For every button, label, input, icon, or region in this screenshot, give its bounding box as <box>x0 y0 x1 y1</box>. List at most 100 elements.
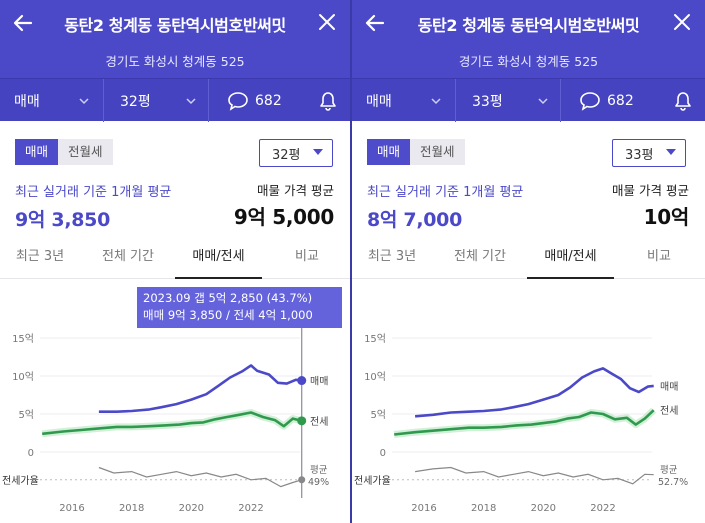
ratio-avg-label: 평균 <box>660 465 678 476</box>
ask-price-label: 매물 가격 평균 <box>612 183 689 198</box>
sale-end-label: 매매 <box>660 381 678 393</box>
trade-segment: 매매 전월세 <box>367 139 465 165</box>
period-tabs: 최근 3년 전체 기간 매매/전세 비교 <box>352 241 705 279</box>
segment-rent[interactable]: 전월세 <box>58 139 113 165</box>
y-tick-label: 15억 <box>12 333 34 345</box>
toolbar-divider <box>455 79 456 122</box>
ratio-avg-label: 평균 <box>310 465 328 476</box>
trade-type-label: 매매 <box>366 93 392 110</box>
size-label: 32평 <box>120 93 151 110</box>
ask-price-label: 매물 가격 평균 <box>257 183 334 198</box>
tab-all-period[interactable]: 전체 기간 <box>102 249 154 264</box>
close-icon[interactable] <box>316 11 338 33</box>
toolbar: 매매 32평 682 <box>0 78 350 122</box>
x-tick-label: 2022 <box>590 503 615 514</box>
speech-bubble-icon <box>580 91 600 111</box>
jeonse-end-label: 전세 <box>660 405 678 417</box>
ratio-series-line <box>98 466 302 488</box>
caret-down-icon <box>666 149 676 155</box>
recent-avg-value: 8억 7,000 <box>367 209 463 231</box>
ask-price-value: 10억 <box>643 205 690 229</box>
jeonse-cursor-point <box>297 416 307 426</box>
ratio-axis-label: 전세가율 <box>2 475 39 487</box>
segment-rent[interactable]: 전월세 <box>410 139 465 165</box>
y-tick-label: 5억 <box>18 409 34 421</box>
jeonse-series-line <box>394 409 655 436</box>
segment-sale[interactable]: 매매 <box>15 139 59 165</box>
size-select-value: 33평 <box>625 147 654 163</box>
toolbar-divider <box>560 79 561 122</box>
talk-count: 682 <box>607 92 634 109</box>
sale-cursor-point <box>297 376 307 386</box>
ratio-axis-label: 전세가율 <box>354 475 391 487</box>
x-tick-label: 2022 <box>238 503 263 514</box>
y-tick-label: 0 <box>28 448 34 459</box>
x-tick-label: 2016 <box>411 503 436 514</box>
sale-series-line <box>98 364 302 413</box>
tab-compare[interactable]: 비교 <box>295 249 319 264</box>
jeonse-end-label: 전세 <box>310 416 328 428</box>
toolbar: 매매 33평 682 <box>352 78 705 122</box>
size-dropdown[interactable]: 32평 <box>120 79 151 122</box>
talk-button[interactable]: 682 <box>227 79 282 122</box>
tooltip-line-1: 2023.09 갭 5억 2,850 (43.7%) <box>143 291 313 305</box>
jeonse-series-line <box>42 411 303 436</box>
apartment-panel-left: 동탄2 청계동 동탄역시범호반써밋 경기도 화성시 청계동 525 매매 32평… <box>0 0 350 523</box>
size-dropdown[interactable]: 33평 <box>472 79 503 122</box>
x-tick-label: 2016 <box>59 503 84 514</box>
arrow-left-icon[interactable] <box>362 10 388 36</box>
recent-avg-value: 9억 3,850 <box>15 209 111 231</box>
segment-sale[interactable]: 매매 <box>367 139 411 165</box>
header: 동탄2 청계동 동탄역시범호반써밋 경기도 화성시 청계동 525 <box>0 0 350 78</box>
toolbar-divider <box>208 79 209 122</box>
tab-sale-jeonse[interactable]: 매매/전세 <box>527 241 614 279</box>
tab-recent-3y[interactable]: 최근 3년 <box>15 249 65 264</box>
size-select[interactable]: 33평 <box>612 139 686 167</box>
tab-sale-jeonse[interactable]: 매매/전세 <box>175 241 262 279</box>
x-tick-label: 2018 <box>471 503 496 514</box>
y-tick-label: 5억 <box>370 409 386 421</box>
speech-bubble-icon <box>228 91 248 111</box>
ratio-avg-value: 52.7% <box>658 477 688 488</box>
tab-all-period[interactable]: 전체 기간 <box>454 249 506 264</box>
chart-tooltip: 2023.09 갭 5억 2,850 (43.7%) 매매 9억 3,850 /… <box>137 287 342 328</box>
ratio-avg-value: 49% <box>308 477 329 488</box>
chevron-down-icon <box>431 98 441 105</box>
y-tick-label: 10억 <box>364 371 386 383</box>
ratio-series-line <box>415 466 654 485</box>
trade-type-label: 매매 <box>14 93 40 110</box>
y-tick-label: 10억 <box>12 371 34 383</box>
close-icon[interactable] <box>671 11 693 33</box>
size-select-value: 32평 <box>272 147 301 163</box>
arrow-left-icon[interactable] <box>10 10 36 36</box>
tooltip-line-2: 매매 9억 3,850 / 전세 4억 1,000 <box>143 308 313 322</box>
y-tick-label: 15억 <box>364 333 386 345</box>
recent-avg-label: 최근 실거래 기준 1개월 평균 <box>367 185 524 200</box>
talk-count: 682 <box>255 92 282 109</box>
x-tick-label: 2020 <box>179 503 204 514</box>
page-title: 동탄2 청계동 동탄역시범호반써밋 <box>64 16 286 35</box>
sale-series-line <box>414 367 654 418</box>
trade-type-dropdown[interactable]: 매매 <box>366 79 392 122</box>
caret-down-icon <box>313 149 323 155</box>
address: 경기도 화성시 청계동 525 <box>458 54 599 69</box>
panel-divider <box>350 0 352 523</box>
tab-compare[interactable]: 비교 <box>647 249 671 264</box>
period-tabs: 최근 3년 전체 기간 매매/전세 비교 <box>0 241 350 279</box>
trade-type-dropdown[interactable]: 매매 <box>14 79 40 122</box>
size-label: 33평 <box>472 93 503 110</box>
apartment-panel-right: 동탄2 청계동 동탄역시범호반써밋 경기도 화성시 청계동 525 매매 33평… <box>352 0 705 523</box>
chevron-down-icon <box>186 98 196 105</box>
talk-button[interactable]: 682 <box>579 79 634 122</box>
x-tick-label: 2018 <box>119 503 144 514</box>
chevron-down-icon <box>538 98 548 105</box>
ask-price-value: 9억 5,000 <box>233 205 334 229</box>
size-select[interactable]: 32평 <box>259 139 333 167</box>
bell-icon[interactable] <box>318 90 338 112</box>
tab-recent-3y[interactable]: 최근 3년 <box>367 249 417 264</box>
x-tick-label: 2020 <box>531 503 556 514</box>
chevron-down-icon <box>79 98 89 105</box>
bell-icon[interactable] <box>673 90 693 112</box>
